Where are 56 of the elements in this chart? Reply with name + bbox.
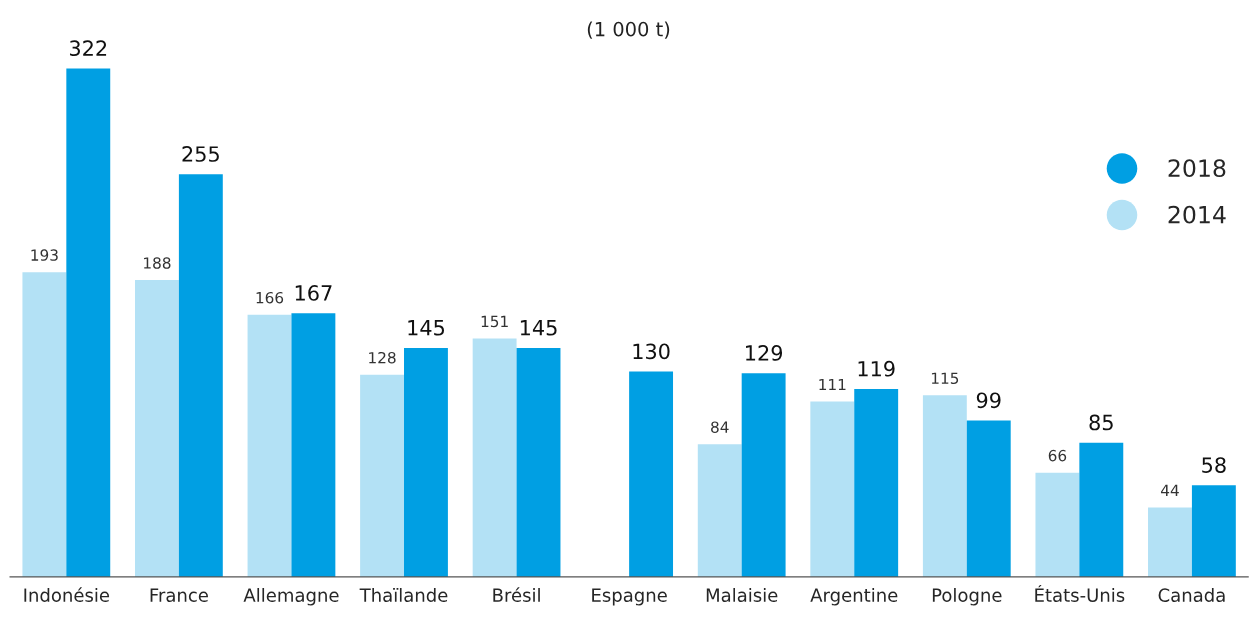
data-label: 84 (711, 421, 729, 433)
data-label: 255 (182, 146, 219, 162)
data-label: 99 (976, 392, 1001, 409)
x-tick-label: France (150, 588, 208, 602)
data-label: 44 (1161, 484, 1179, 496)
x-tick-label: Thaïlande (359, 588, 448, 602)
x-tick-label: Argentine (810, 588, 898, 606)
data-label: 145 (520, 320, 557, 336)
bar (741, 373, 786, 577)
data-label: 85 (1089, 414, 1113, 431)
data-label: 145 (408, 320, 445, 336)
data-label: 129 (746, 345, 783, 361)
bar (291, 313, 336, 577)
bar (66, 68, 111, 577)
bar (22, 272, 67, 577)
data-label: 115 (931, 372, 959, 385)
bar (922, 395, 967, 577)
data-label: 58 (1202, 457, 1226, 473)
x-tick-label: Malaisie (706, 588, 778, 602)
bar (360, 374, 405, 577)
data-label: 167 (295, 285, 332, 301)
bar (178, 174, 223, 577)
data-label: 128 (369, 351, 396, 364)
x-tick-label: États-Unis (1035, 585, 1125, 602)
data-label: 130 (633, 343, 670, 360)
data-label: 193 (31, 249, 58, 261)
bar (854, 388, 899, 577)
x-tick-label: Indonésie (24, 587, 110, 602)
x-tick-label: Allemagne (243, 588, 339, 606)
bar (516, 347, 561, 577)
bar (697, 444, 742, 577)
legend-label: 2014 (1168, 205, 1226, 224)
data-label: 188 (144, 257, 171, 269)
x-tick-label: Espagne (592, 588, 667, 606)
bar (810, 401, 855, 577)
bar (135, 280, 179, 577)
bar (1035, 472, 1080, 577)
legend-label: 2018 (1168, 159, 1226, 178)
data-label: 119 (858, 360, 895, 377)
bar (629, 371, 674, 577)
data-label: 322 (69, 40, 107, 57)
bar (1191, 485, 1236, 577)
data-label: 151 (481, 315, 508, 328)
bar (1148, 507, 1192, 577)
bar (404, 347, 448, 577)
data-label: 166 (256, 291, 284, 304)
bar (1079, 442, 1124, 577)
x-tick-label: Pologne (932, 588, 1002, 606)
chart-title: (1 000 t) (587, 21, 670, 39)
x-tick-label: Brésil (493, 587, 540, 602)
data-label: 66 (1048, 449, 1067, 462)
x-tick-label: Canada (1158, 588, 1225, 602)
bar (966, 420, 1011, 577)
bar (472, 338, 517, 577)
data-label: 111 (819, 378, 846, 391)
bar (247, 314, 292, 577)
